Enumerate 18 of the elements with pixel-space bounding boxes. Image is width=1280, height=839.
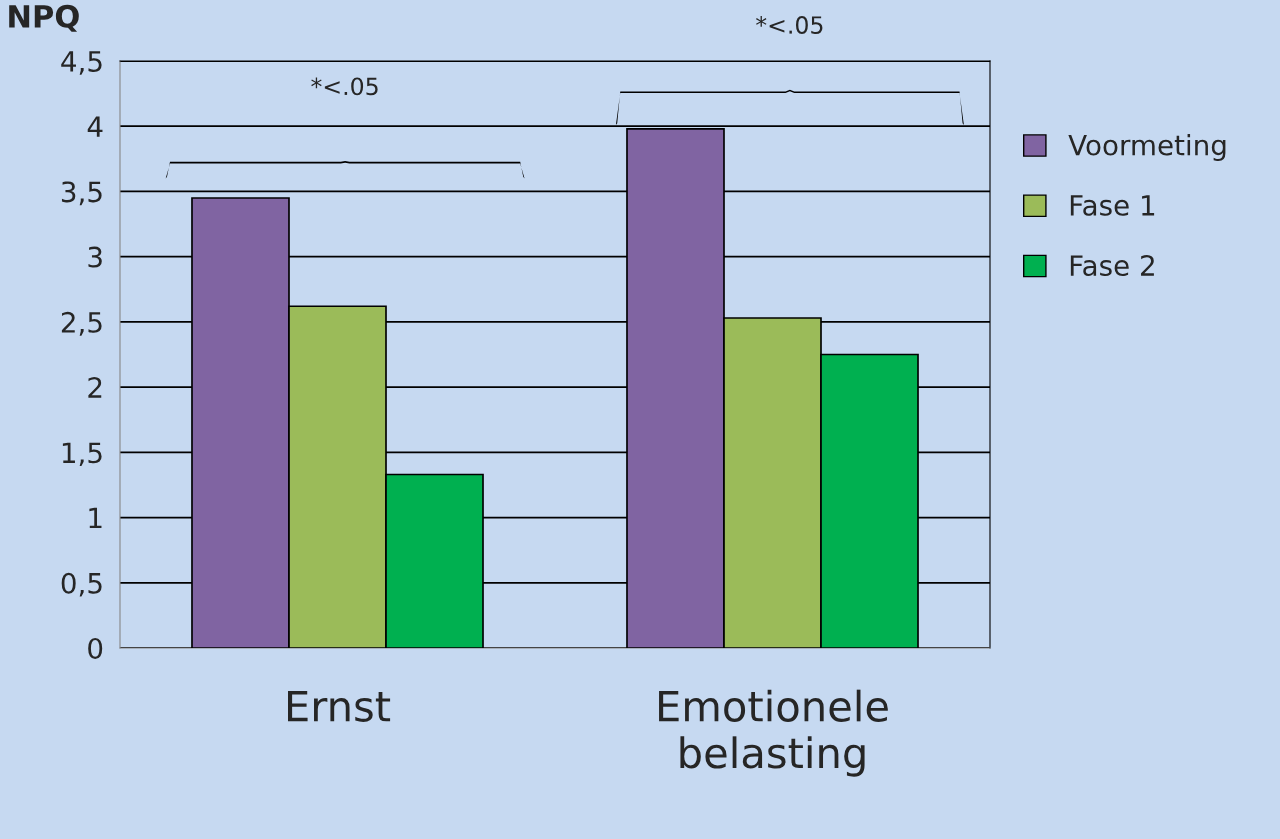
y-tick-label: 4,5: [61, 51, 102, 75]
y-tick-label: 1: [89, 507, 102, 529]
chart-title: NPQ: [9, 4, 79, 32]
y-tick-label: 1,5: [62, 442, 102, 467]
legend-label: Voormeting: [1068, 134, 1226, 161]
legend-label: Fase 2: [1070, 255, 1154, 277]
annotation: *<.05: [311, 77, 378, 96]
x-tick-label: Emotionele belasting: [659, 689, 888, 777]
y-tick-label: 4: [87, 116, 103, 137]
y-tick-label: 3: [88, 246, 102, 268]
y-tick-label: 2,5: [61, 311, 102, 336]
text: *<.05: [756, 16, 823, 34]
x-tick-label: Ernst: [288, 690, 391, 722]
legend-label: Fase 1: [1070, 195, 1155, 216]
y-tick-label: 2: [88, 377, 102, 398]
y-tick-label: 3,5: [61, 181, 102, 206]
y-tick-label: 0,5: [61, 572, 102, 597]
y-tick-label: 0: [88, 637, 103, 659]
